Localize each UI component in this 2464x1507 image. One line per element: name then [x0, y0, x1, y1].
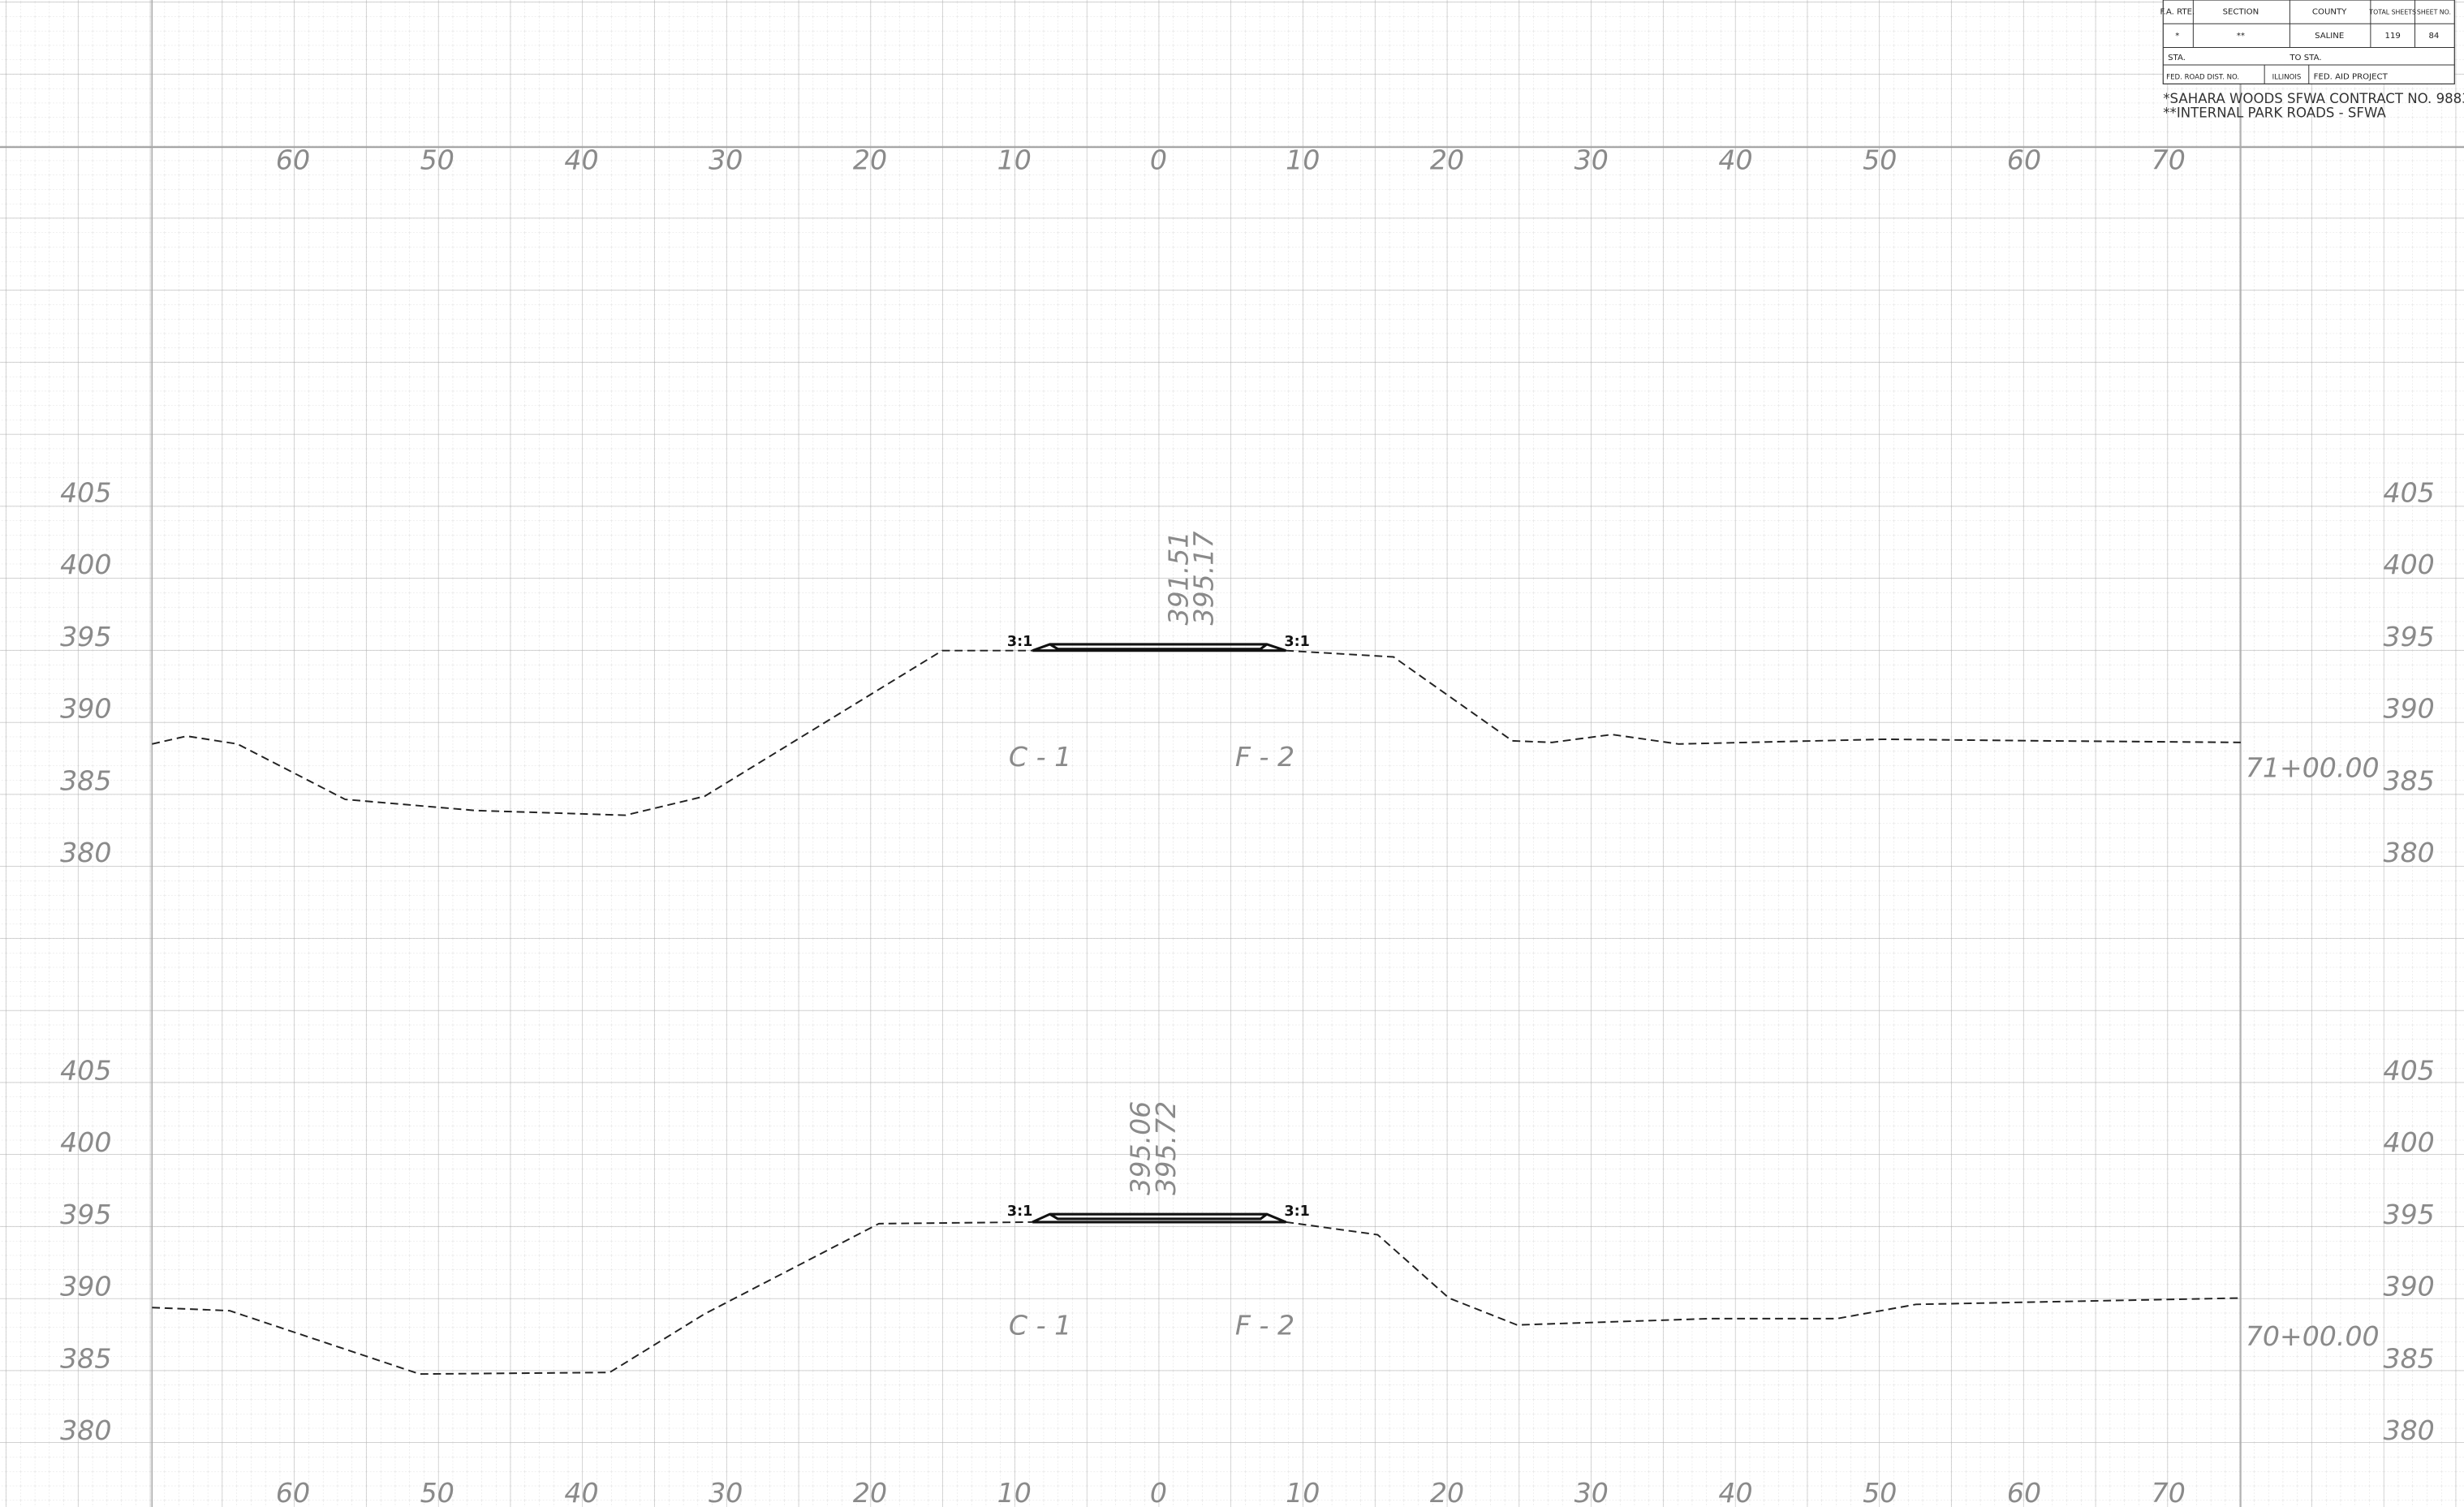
grade-label: 391.51: [1162, 531, 1194, 625]
grade-label: 395.06: [1125, 1101, 1157, 1195]
value: *: [2175, 32, 2179, 41]
title-block: F.A. RTE. SECTION COUNTY TOTAL SHEETS SH…: [2160, 0, 2455, 84]
offset-label: 60: [276, 144, 310, 176]
elevation-label: 380: [60, 837, 111, 868]
ground-line: [1286, 649, 2241, 745]
elevation-label: 400: [2383, 1126, 2434, 1158]
station-label: 70+00.00: [2246, 1320, 2380, 1352]
offset-label: 50: [420, 1477, 454, 1507]
grade-label: 395.72: [1150, 1101, 1182, 1195]
offset-label: 30: [1574, 144, 1609, 176]
offset-label: 20: [853, 1477, 887, 1507]
footer: ILLINOIS: [2272, 74, 2302, 82]
elevation-label: 395: [2383, 1199, 2434, 1230]
elevation-label: 385: [60, 1342, 111, 1374]
value: 84: [2428, 32, 2439, 41]
ground-line: [152, 649, 1033, 816]
cut-label: C - 1: [1009, 741, 1071, 773]
offset-label: 60: [2007, 1477, 2041, 1507]
to-sta: TO STA.: [2289, 54, 2321, 62]
ground-line: [152, 1221, 1033, 1376]
offset-label: 20: [1430, 144, 1464, 176]
elevation-label: 405: [2383, 476, 2434, 508]
elevation-label: 380: [2383, 1414, 2434, 1446]
header: SHEET NO.: [2417, 9, 2451, 16]
fill-label: F - 2: [1235, 1309, 1294, 1341]
ground-line: [1286, 1221, 2241, 1326]
offset-label: 50: [1863, 1477, 1897, 1507]
offset-label: 40: [564, 1477, 598, 1507]
elevation-label: 390: [2383, 693, 2434, 725]
footer: FED. AID PROJECT: [2314, 73, 2389, 82]
offset-label: 50: [420, 144, 454, 176]
elevation-label: 385: [2383, 1342, 2434, 1374]
note: **INTERNAL PARK ROADS - SFWA: [2163, 105, 2386, 120]
elevation-label: 390: [60, 1271, 111, 1302]
offset-label: 10: [1286, 144, 1320, 176]
slope-label: 3:1: [1284, 1203, 1309, 1220]
slope-label: 3:1: [1007, 634, 1032, 650]
elevation-label: 390: [60, 693, 111, 725]
elevation-label: 400: [60, 549, 111, 580]
fill-label: F - 2: [1235, 741, 1294, 773]
offset-label: 40: [564, 144, 598, 176]
elevation-label: 405: [60, 1054, 111, 1086]
offset-label: 70: [2152, 144, 2186, 176]
header: F.A. RTE.: [2160, 8, 2195, 17]
value: SALINE: [2315, 32, 2344, 41]
station-label: 71+00.00: [2246, 752, 2380, 784]
elevation-label: 395: [60, 1199, 111, 1230]
cut-label: C - 1: [1009, 1309, 1071, 1341]
offset-label: 60: [276, 1477, 310, 1507]
header: SECTION: [2223, 8, 2259, 17]
offset-label: 60: [2007, 144, 2041, 176]
offset-label: 10: [997, 144, 1032, 176]
offset-label: 50: [1863, 144, 1897, 176]
offset-label: 20: [853, 144, 887, 176]
offset-label: 70: [2152, 1477, 2186, 1507]
elevation-label: 400: [60, 1126, 111, 1158]
offset-label: 0: [1150, 1477, 1167, 1507]
elevation-label: 390: [2383, 1271, 2434, 1302]
offset-label: 10: [997, 1477, 1032, 1507]
elevation-label: 405: [2383, 1054, 2434, 1086]
offset-label: 30: [709, 1477, 743, 1507]
offset-label: 10: [1286, 1477, 1320, 1507]
slope-label: 3:1: [1007, 1203, 1032, 1220]
roadway: [1032, 643, 1286, 652]
offset-label: 0: [1150, 144, 1167, 176]
value: 119: [2385, 32, 2401, 41]
offset-label: 40: [1718, 1477, 1752, 1507]
elevation-label: 405: [60, 476, 111, 508]
elevation-label: 395: [2383, 621, 2434, 652]
offset-label: 30: [709, 144, 743, 176]
note: *SAHARA WOODS SFWA CONTRACT NO. 98834: [2163, 91, 2464, 106]
elevation-label: 380: [60, 1414, 111, 1446]
elevation-label: 395: [60, 621, 111, 652]
roadway: [1032, 1212, 1286, 1224]
value: **: [2237, 32, 2245, 41]
grade-label: 395.17: [1188, 531, 1220, 625]
header: COUNTY: [2312, 8, 2347, 17]
footer: FED. ROAD DIST. NO.: [2166, 74, 2239, 82]
elevation-label: 385: [2383, 764, 2434, 796]
offset-label: 30: [1574, 1477, 1609, 1507]
slope-label: 3:1: [1284, 634, 1309, 650]
offset-label: 20: [1430, 1477, 1464, 1507]
offset-label: 40: [1718, 144, 1752, 176]
elevation-label: 385: [60, 764, 111, 796]
elevation-label: 380: [2383, 837, 2434, 868]
sta: STA.: [2168, 54, 2186, 62]
elevation-label: 400: [2383, 549, 2434, 580]
header: TOTAL SHEETS: [2368, 9, 2416, 16]
